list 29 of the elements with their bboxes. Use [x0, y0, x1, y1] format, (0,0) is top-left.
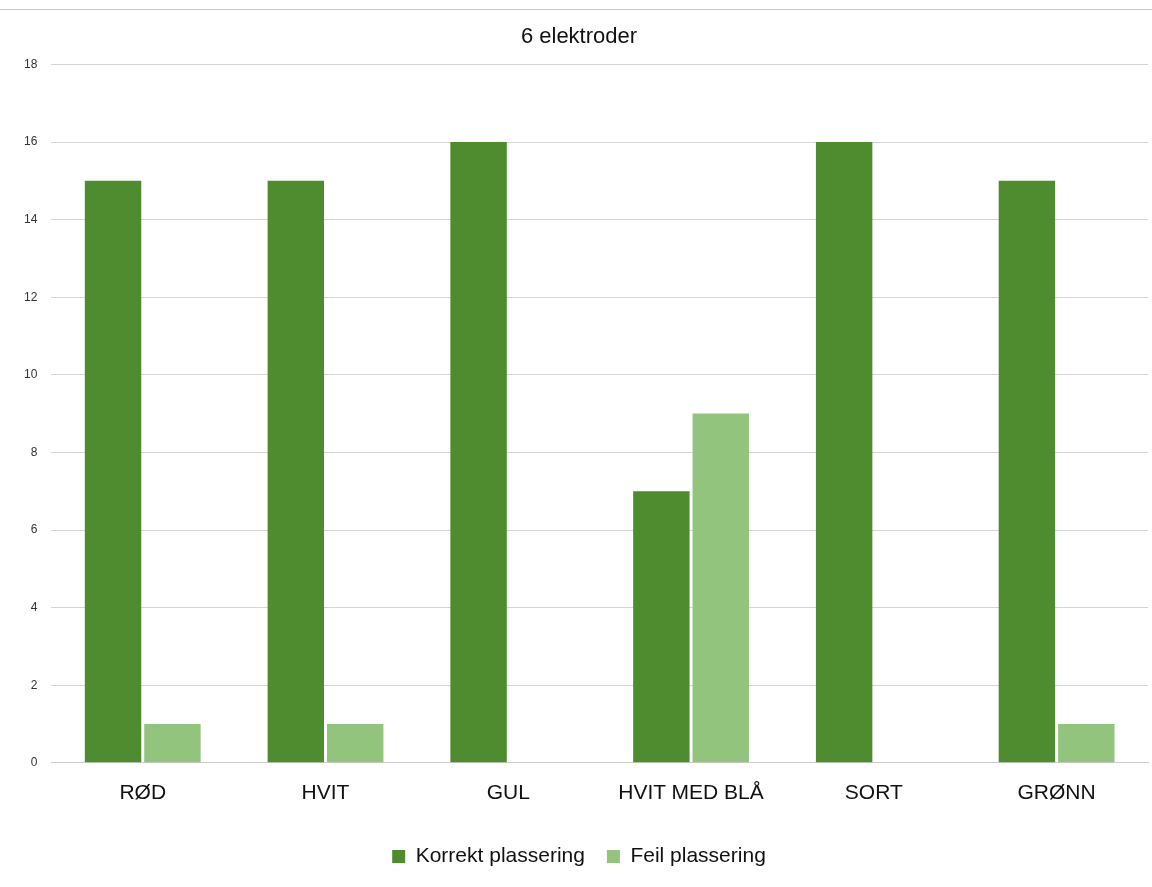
x-tick-label: HVIT MED BLÅ	[618, 780, 764, 804]
bar	[450, 142, 507, 763]
y-tick-label: 6	[30, 522, 38, 537]
bar	[267, 180, 325, 763]
bar	[998, 180, 1056, 763]
x-tick-label: GRØNN	[1017, 780, 1096, 804]
chart-title: 6 elektroder	[520, 23, 638, 49]
legend-label: Feil plassering	[630, 843, 766, 867]
bar	[144, 724, 201, 763]
bar	[1058, 724, 1115, 763]
y-tick-label: 16	[23, 134, 38, 149]
x-tick-label: HVIT	[301, 780, 350, 804]
y-tick-label: 18	[23, 56, 38, 71]
x-tick-label: RØD	[119, 780, 167, 804]
y-tick-label: 2	[30, 677, 38, 692]
y-tick-label: 8	[30, 444, 38, 459]
y-tick-label: 10	[23, 367, 38, 382]
y-tick-label: 14	[23, 211, 38, 226]
bar	[815, 142, 873, 763]
x-tick-label: GUL	[486, 780, 530, 804]
legend-label: Korrekt plassering	[415, 843, 585, 867]
x-tick-label: SORT	[844, 780, 903, 804]
bar	[692, 413, 749, 763]
y-tick-label: 12	[23, 289, 38, 304]
bar	[327, 724, 384, 763]
y-tick-label: 4	[30, 599, 38, 614]
bar	[633, 491, 690, 763]
bar	[84, 180, 142, 763]
y-tick-label: 0	[30, 755, 38, 770]
